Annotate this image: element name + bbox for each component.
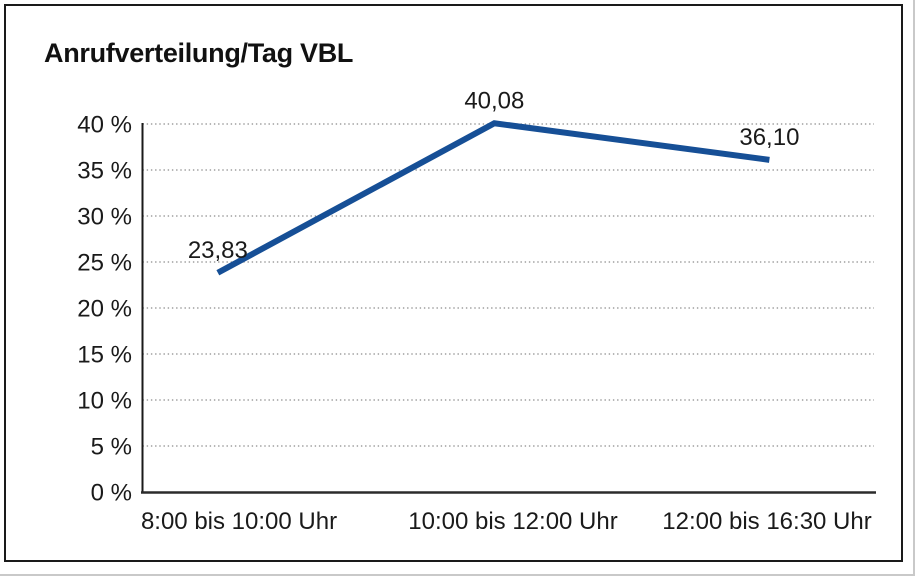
y-tick-label: 20 % — [77, 296, 132, 323]
x-category-label: 12:00 bis 16:30 Uhr — [662, 508, 871, 535]
data-point-label: 40,08 — [464, 87, 524, 114]
y-tick-label: 35 % — [77, 158, 132, 185]
x-category-label: 10:00 bis 12:00 Uhr — [408, 508, 617, 535]
y-tick-label: 15 % — [77, 342, 132, 369]
y-tick-label: 0 % — [91, 480, 132, 507]
x-category-label: 8:00 bis 10:00 Uhr — [141, 508, 337, 535]
y-tick-label: 5 % — [91, 434, 132, 461]
chart-frame: Anrufverteilung/Tag VBL — [4, 4, 903, 562]
data-point-label: 36,10 — [739, 124, 799, 151]
y-tick-label: 25 % — [77, 250, 132, 277]
y-tick-label: 10 % — [77, 388, 132, 415]
y-tick-label: 40 % — [77, 112, 132, 139]
y-tick-label: 30 % — [77, 204, 132, 231]
data-point-label: 23,83 — [188, 237, 248, 264]
chart-title: Anrufverteilung/Tag VBL — [44, 38, 354, 68]
series-line — [216, 120, 770, 276]
